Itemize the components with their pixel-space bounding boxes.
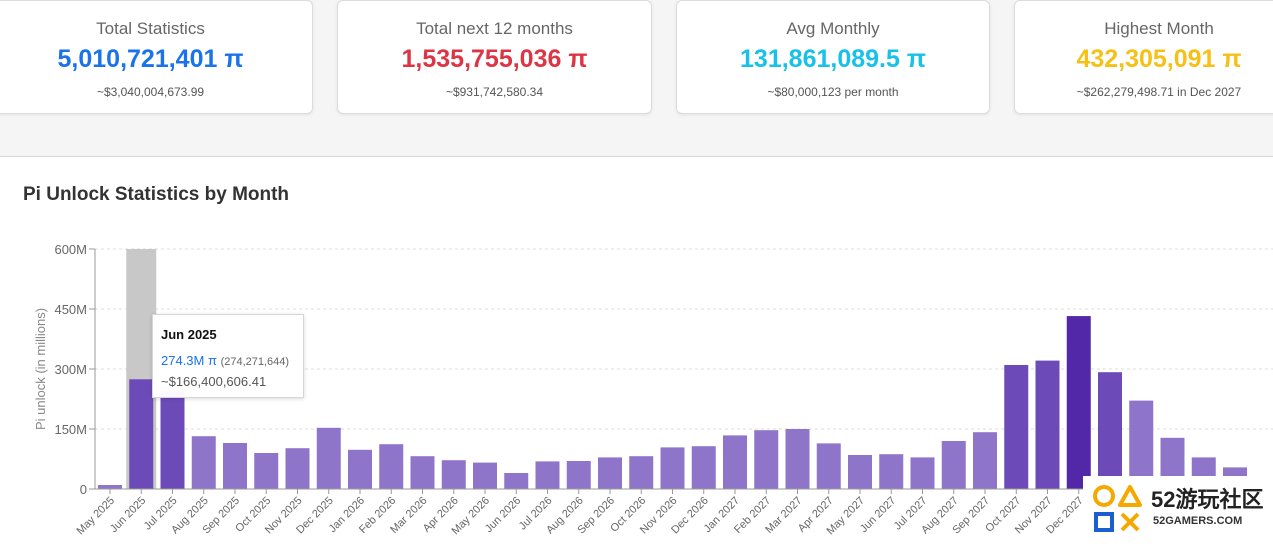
bar[interactable]: [316, 427, 341, 489]
stat-card-subtext: ~$931,742,580.34: [445, 85, 544, 99]
stat-card-title: Total Statistics: [96, 19, 205, 38]
stat-card-subtext: ~$80,000,123 per month: [767, 85, 899, 99]
bar[interactable]: [223, 443, 247, 489]
stat-card-total: Total Statistics 5,010,721,401 π ~$3,040…: [0, 0, 313, 114]
bar[interactable]: [941, 441, 966, 489]
y-tick-label: 150M: [54, 422, 87, 437]
bar[interactable]: [254, 453, 279, 489]
watermark-logo-icon: [1093, 485, 1142, 532]
y-tick-label: 600M: [54, 242, 87, 257]
watermark: 52游玩社区 52GAMERS.COM: [1083, 476, 1273, 543]
bar[interactable]: [566, 461, 591, 489]
bar[interactable]: [473, 462, 497, 489]
bar[interactable]: [129, 379, 154, 489]
chart-tooltip: Jun 2025 274.3M π (274,271,644) ~$166,40…: [152, 314, 304, 398]
y-axis-label: Pi unlock (in millions): [33, 308, 48, 430]
tooltip-exact-value: (274,271,644): [220, 356, 290, 368]
bar[interactable]: [410, 456, 435, 489]
stat-card-value: 1,535,755,036 π: [401, 45, 588, 73]
bar[interactable]: [1129, 400, 1154, 489]
bar[interactable]: [816, 443, 841, 489]
bar[interactable]: [660, 447, 685, 489]
stat-card-next-12-months: Total next 12 months 1,535,755,036 π ~$9…: [337, 0, 652, 114]
bar[interactable]: [504, 473, 529, 489]
bar-chart: 0 150M 300M 450M 600M Pi unlock (in millions)…: [33, 242, 1273, 538]
bar[interactable]: [910, 457, 935, 489]
stat-card-title: Total next 12 months: [416, 19, 573, 38]
watermark-url: 52GAMERS.COM: [1153, 515, 1243, 527]
bar[interactable]: [98, 485, 122, 489]
bar[interactable]: [754, 430, 779, 489]
stat-card-avg-monthly: Avg Monthly 131,861,089.5 π ~$80,000,123…: [676, 0, 990, 114]
bar[interactable]: [629, 456, 654, 489]
chart-panel: Pi Unlock Statistics by Month: [0, 156, 1273, 557]
bar[interactable]: [785, 429, 810, 489]
stat-card-value: 432,305,091 π: [1076, 45, 1242, 73]
tooltip-value-line: 274.3M π (274,271,644): [161, 353, 289, 368]
bar[interactable]: [848, 455, 872, 489]
bar[interactable]: [379, 444, 404, 489]
bar[interactable]: [191, 436, 216, 489]
stat-card-value: 5,010,721,401 π: [57, 45, 244, 73]
stat-card-subtext: ~$3,040,004,673.99: [96, 85, 205, 99]
watermark-text: 52游玩社区: [1151, 487, 1264, 512]
bar[interactable]: [348, 449, 372, 489]
stat-card-title: Avg Monthly: [786, 19, 880, 38]
bar[interactable]: [160, 391, 185, 489]
bar[interactable]: [691, 446, 716, 489]
stat-card-highest-month: Highest Month 432,305,091 π ~$262,279,49…: [1014, 0, 1273, 114]
bar[interactable]: [1004, 365, 1029, 489]
tooltip-value: 274.3M π: [161, 353, 217, 368]
bar[interactable]: [723, 435, 747, 489]
bar[interactable]: [441, 460, 466, 489]
stat-card-value: 131,861,089.5 π: [740, 45, 926, 73]
tooltip-usd: ~$166,400,606.41: [161, 374, 267, 389]
bar[interactable]: [1098, 372, 1122, 489]
y-tick-label: 0: [80, 482, 87, 497]
bar[interactable]: [598, 457, 622, 489]
bar[interactable]: [535, 461, 560, 489]
bar[interactable]: [973, 432, 997, 489]
x-tick-label: May 2025: [74, 495, 117, 538]
y-tick-label: 300M: [54, 362, 87, 377]
bar[interactable]: [879, 454, 904, 489]
stat-card-title: Highest Month: [1104, 19, 1214, 38]
bar[interactable]: [1066, 316, 1091, 489]
chart-title: Pi Unlock Statistics by Month: [23, 184, 290, 205]
tooltip-title: Jun 2025: [161, 327, 217, 342]
bar[interactable]: [285, 448, 310, 489]
bar[interactable]: [1035, 360, 1060, 489]
y-tick-label: 450M: [54, 302, 87, 317]
stat-card-subtext: ~$262,279,498.71 in Dec 2027: [1076, 85, 1242, 99]
